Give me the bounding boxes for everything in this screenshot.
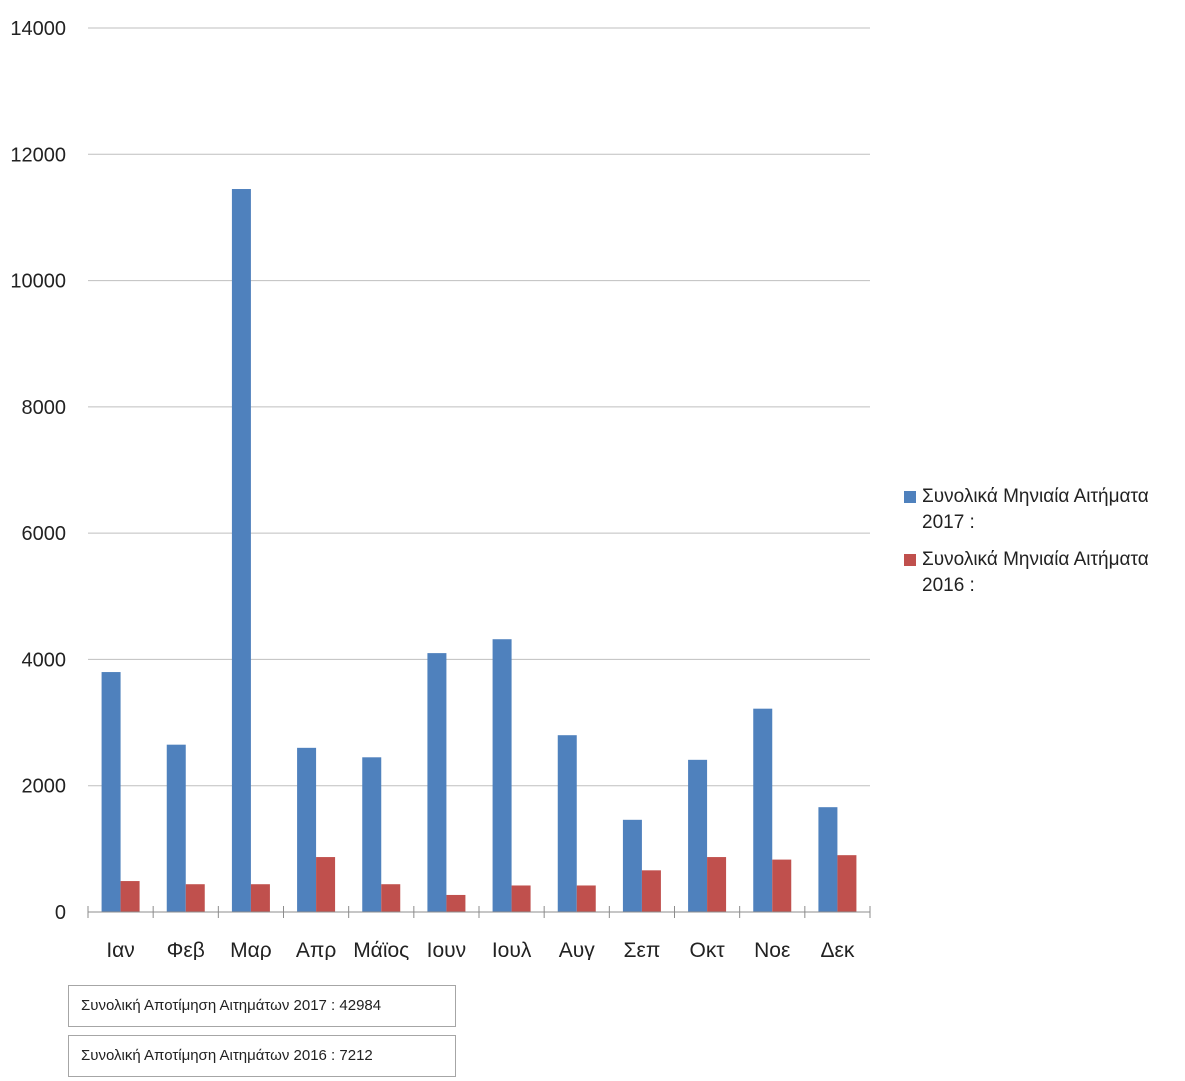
legend-label-2016: Συνολικά Μηνιαία Αιτήματα 2016 : [922, 549, 1149, 596]
bar-2016 [772, 859, 792, 912]
x-axis-category-labels: Ιαν Φεβ Μαρ Απρ Μάϊος Ιουν Ιουλ Αυγ Σεπ Οκτ Νοε Δεκ [106, 939, 855, 960]
legend: Συνολικά Μηνιαία Αιτήματα 2017 : Συνολικ… [904, 484, 1184, 610]
bar-chart: 0 2000 4000 6000 8000 10000 12000 14000 Ιαν Φεβ Μ… [10, 18, 871, 960]
x-category-label: Οκτ [690, 939, 726, 960]
bar-2017 [231, 189, 251, 912]
legend-swatch-2016 [904, 554, 916, 566]
y-tick-label: 4000 [22, 649, 67, 671]
bar-2017 [427, 653, 447, 912]
y-tick-label: 10000 [10, 271, 66, 293]
legend-label-2017: Συνολικά Μηνιαία Αιτήματα 2017 : [922, 486, 1149, 533]
x-category-label: Ιουν [427, 939, 467, 960]
bar-2016 [120, 881, 140, 912]
bar-2016 [576, 885, 596, 912]
x-category-label: Σεπ [623, 939, 660, 960]
x-category-label: Μαρ [230, 939, 272, 960]
y-tick-label: 12000 [10, 144, 66, 166]
x-category-label: Απρ [296, 939, 336, 960]
x-category-label: Μάϊος [353, 939, 409, 960]
bar-2017 [297, 747, 317, 912]
bar-2017 [688, 759, 708, 912]
y-tick-label: 14000 [10, 18, 66, 40]
bar-2016 [446, 894, 466, 912]
bar-2016 [250, 884, 270, 912]
x-category-label: Ιαν [106, 939, 134, 960]
legend-item-2016: Συνολικά Μηνιαία Αιτήματα 2016 : [904, 547, 1184, 599]
bar-2017 [166, 744, 186, 912]
bar-2016 [381, 884, 401, 912]
x-category-label: Νοε [754, 939, 790, 960]
bars [101, 189, 857, 912]
legend-swatch-2017 [904, 491, 916, 503]
x-axis [87, 906, 871, 918]
total-2016-box: Συνολική Αποτίμηση Αιτημάτων 2016 : 7212 [68, 1035, 456, 1077]
x-category-label: Φεβ [167, 939, 205, 960]
x-category-label: Δεκ [820, 939, 854, 960]
gridlines [88, 27, 870, 787]
x-category-label: Ιουλ [492, 939, 532, 960]
y-tick-label: 8000 [22, 397, 67, 419]
y-tick-label: 6000 [22, 523, 67, 545]
y-tick-label: 0 [55, 902, 66, 924]
bar-2016 [185, 884, 205, 912]
total-2017-box: Συνολική Αποτίμηση Αιτημάτων 2017 : 4298… [68, 985, 456, 1027]
bar-2017 [622, 819, 642, 912]
bar-2016 [641, 870, 661, 912]
bar-2016 [707, 857, 727, 912]
bar-2017 [557, 735, 577, 912]
bar-2016 [316, 857, 336, 912]
bar-2016 [511, 885, 531, 912]
y-axis-tick-labels: 0 2000 4000 6000 8000 10000 12000 14000 [10, 18, 66, 924]
bar-2017 [818, 807, 838, 912]
legend-item-2017: Συνολικά Μηνιαία Αιτήματα 2017 : [904, 484, 1184, 536]
y-tick-label: 2000 [22, 776, 67, 798]
x-category-label: Αυγ [559, 939, 595, 960]
bar-2017 [492, 639, 512, 912]
bar-2017 [101, 672, 121, 912]
bar-2017 [362, 757, 382, 912]
bar-2017 [753, 708, 773, 912]
bar-2016 [837, 855, 857, 912]
